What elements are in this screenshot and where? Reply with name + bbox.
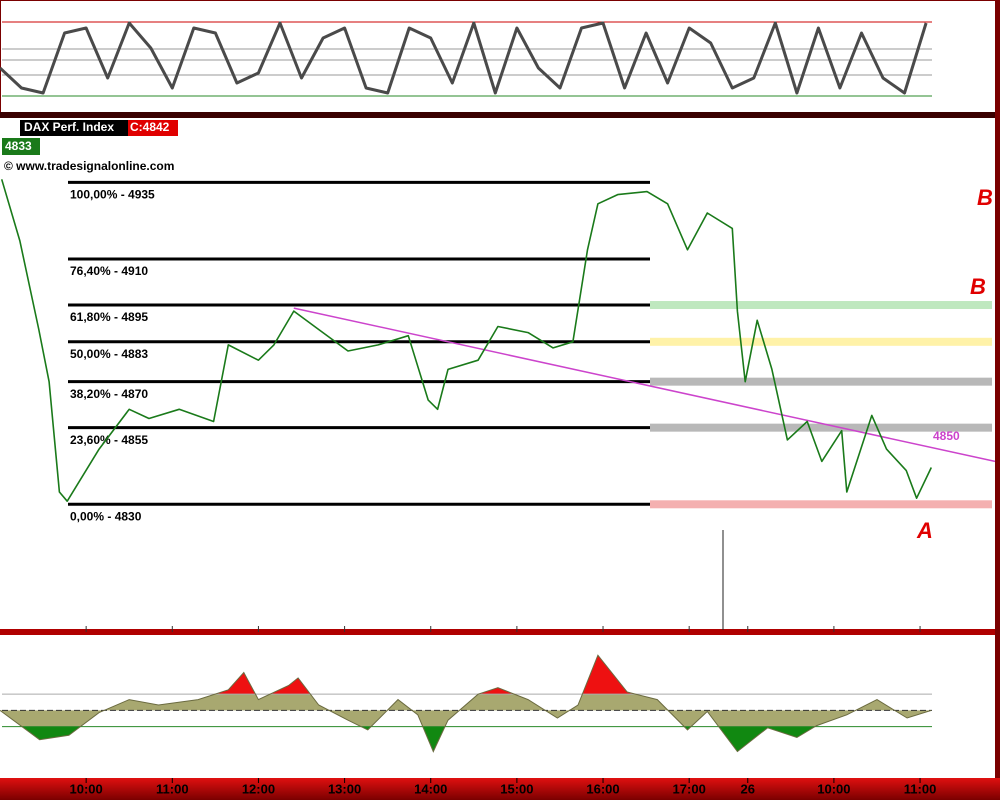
trendline-label: 4850: [933, 429, 960, 443]
source: © www.tradesignalonline.com: [4, 159, 174, 173]
fib-zone: [650, 423, 992, 432]
x-tick-label: 11:00: [156, 781, 189, 796]
series-line: [0, 654, 932, 753]
fib-label: 38,20% - 4870: [70, 387, 148, 401]
annotation: A: [916, 518, 933, 543]
last-label: 4833: [5, 139, 32, 153]
symbol-box: [20, 120, 128, 136]
annotation: B: [970, 274, 986, 299]
close-box: [128, 120, 178, 136]
annotation: B: [977, 185, 993, 210]
separator: [0, 112, 1000, 118]
fib-zone: [650, 301, 992, 310]
x-tick-label: 26: [741, 781, 755, 796]
fib-label: 23,60% - 4855: [70, 433, 148, 447]
fib-label: 50,00% - 4883: [70, 347, 148, 361]
x-tick-label: 17:00: [673, 781, 706, 796]
series-line: [0, 179, 933, 502]
last-box: [2, 138, 40, 155]
close-label: C:4842: [130, 120, 170, 134]
trendline: [293, 307, 996, 463]
right-border: [995, 0, 1000, 800]
x-tick-label: 16:00: [586, 781, 619, 796]
x-tick-label: 11:00: [904, 781, 937, 796]
symbol: DAX Perf. Index: [24, 120, 114, 134]
fib-label: 76,40% - 4910: [70, 264, 148, 278]
plot-layer: 100,00% - 4935 76,40% - 4910 61,80% - 4895…: [0, 21, 996, 796]
fib-label: 100,00% - 4935: [70, 188, 155, 202]
x-tick-label: 12:00: [242, 781, 275, 796]
x-tick-label: 14:00: [414, 781, 447, 796]
fib-zone: [650, 337, 992, 346]
fib-label: 0,00% - 4830: [70, 509, 142, 523]
x-tick-label: 10:00: [70, 781, 103, 796]
fib-label: 61,80% - 4895: [70, 310, 148, 324]
fib-zone: [650, 377, 992, 386]
x-tick-label: 10:00: [817, 781, 850, 796]
x-tick-label: 13:00: [328, 781, 361, 796]
time-axis-bar: [0, 778, 1000, 800]
x-tick-label: 15:00: [500, 781, 533, 796]
separator: [0, 629, 1000, 635]
fib-zone: [650, 500, 992, 509]
area-fill: [214, 655, 636, 695]
series-line: [0, 21, 928, 95]
